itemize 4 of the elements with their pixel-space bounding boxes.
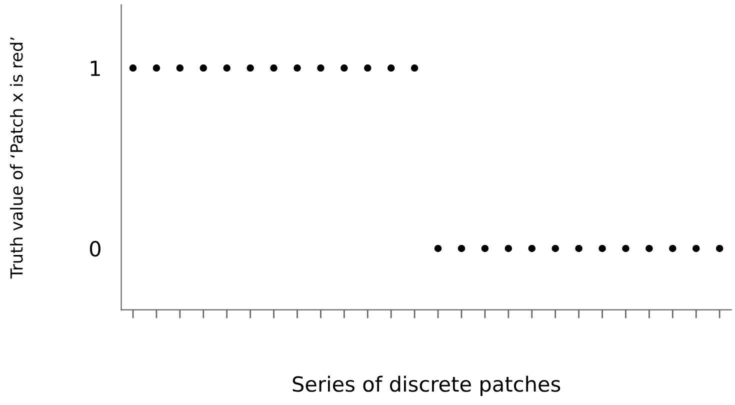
y-axis-title: Truth value of ‘Patch x is red’ bbox=[10, 38, 23, 279]
x-axis-title: Series of discrete patches bbox=[292, 376, 560, 396]
y-tick-label: 1 bbox=[90, 60, 100, 76]
y-tick-label: 0 bbox=[90, 240, 100, 257]
